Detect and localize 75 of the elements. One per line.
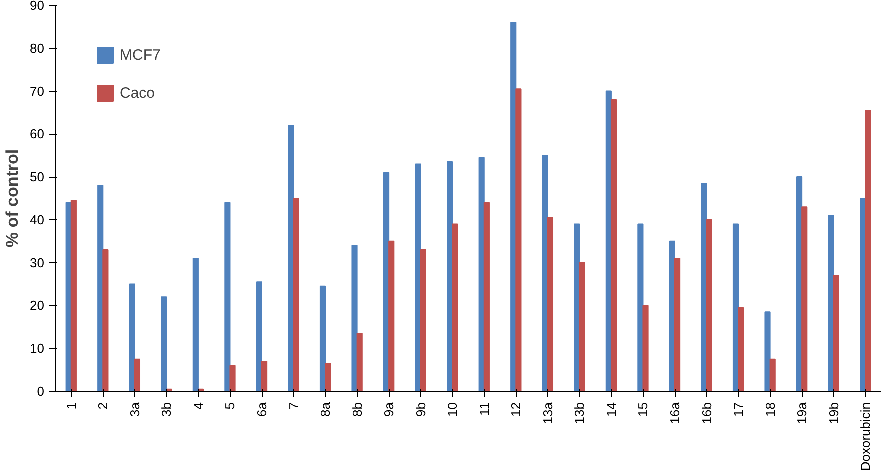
bar bbox=[579, 262, 586, 392]
x-tick-label: 16a bbox=[668, 402, 682, 424]
x-tick-label: 9a bbox=[382, 402, 397, 417]
bar bbox=[701, 182, 708, 392]
y-tick-label: 50 bbox=[30, 170, 45, 185]
y-tick-label: 20 bbox=[30, 298, 45, 314]
bar bbox=[674, 258, 681, 392]
bar bbox=[129, 284, 136, 392]
y-tick-label: 70 bbox=[30, 84, 45, 99]
x-tick-label: 6a bbox=[254, 402, 270, 417]
x-tick-label: 3a bbox=[127, 402, 142, 417]
x-tick-label: Doxorubicin bbox=[858, 402, 874, 472]
bar bbox=[325, 363, 332, 392]
bar bbox=[256, 282, 262, 392]
x-tick-label: 15 bbox=[636, 402, 651, 417]
x-tick-label: 8a bbox=[318, 402, 334, 417]
legend-label: MCF7 bbox=[120, 46, 161, 64]
bar bbox=[356, 333, 363, 392]
y-tick-label: 30 bbox=[30, 255, 45, 270]
x-tick-label: 13a bbox=[540, 402, 556, 424]
x-tick-label: 5 bbox=[222, 402, 238, 410]
y-tick-label: 60 bbox=[30, 126, 45, 142]
bar bbox=[770, 358, 776, 392]
bar bbox=[732, 224, 740, 392]
bar bbox=[224, 202, 231, 392]
bar bbox=[161, 296, 168, 392]
x-tick-label: 14 bbox=[604, 402, 619, 417]
bar bbox=[388, 240, 395, 392]
bar bbox=[352, 245, 358, 392]
bar bbox=[293, 198, 300, 392]
bar bbox=[70, 200, 77, 392]
bar bbox=[320, 286, 326, 392]
bar bbox=[452, 224, 458, 392]
bar bbox=[738, 307, 744, 392]
x-tick-label: 11 bbox=[476, 402, 492, 416]
bar bbox=[833, 275, 840, 392]
bar bbox=[192, 258, 199, 392]
bar bbox=[642, 305, 649, 392]
bar bbox=[102, 249, 109, 392]
x-tick-label: 19a bbox=[794, 402, 810, 424]
legend-label: Caco bbox=[120, 84, 156, 102]
bar bbox=[706, 219, 712, 392]
x-tick-label: 1 bbox=[64, 402, 79, 410]
y-tick-label: 80 bbox=[30, 40, 45, 56]
bar bbox=[484, 202, 490, 392]
x-tick-label: 13b bbox=[572, 402, 588, 424]
x-tick-label: 17 bbox=[731, 402, 746, 417]
bar bbox=[865, 110, 872, 392]
y-tick-label: 90 bbox=[30, 0, 45, 13]
bar bbox=[230, 365, 236, 392]
x-tick-label: 4 bbox=[190, 402, 206, 410]
x-tick-label: 7 bbox=[286, 402, 302, 410]
x-tick-label: 9b bbox=[413, 402, 428, 417]
bar bbox=[638, 224, 644, 392]
bar bbox=[134, 358, 141, 392]
bar bbox=[262, 360, 268, 392]
bar bbox=[516, 88, 522, 392]
bar bbox=[802, 206, 808, 392]
bar bbox=[764, 312, 771, 392]
x-tick-label: 12 bbox=[508, 402, 524, 417]
x-tick-label: 3b bbox=[159, 402, 174, 417]
y-tick-label: 0 bbox=[37, 384, 45, 399]
x-tick-label: 16b bbox=[699, 402, 714, 424]
y-axis-title: % of control bbox=[3, 149, 22, 248]
bar bbox=[288, 125, 294, 392]
x-tick-label: 2 bbox=[96, 402, 111, 410]
y-tick-label: 40 bbox=[30, 212, 45, 228]
y-tick-label: 10 bbox=[30, 341, 45, 356]
x-tick-label: 8b bbox=[350, 402, 365, 417]
x-tick-label: 18 bbox=[762, 402, 778, 417]
bar bbox=[420, 249, 426, 392]
x-tick-label: 10 bbox=[445, 402, 460, 417]
bar bbox=[547, 217, 554, 392]
x-tick-label: 19b bbox=[826, 402, 842, 424]
bar bbox=[610, 99, 618, 392]
